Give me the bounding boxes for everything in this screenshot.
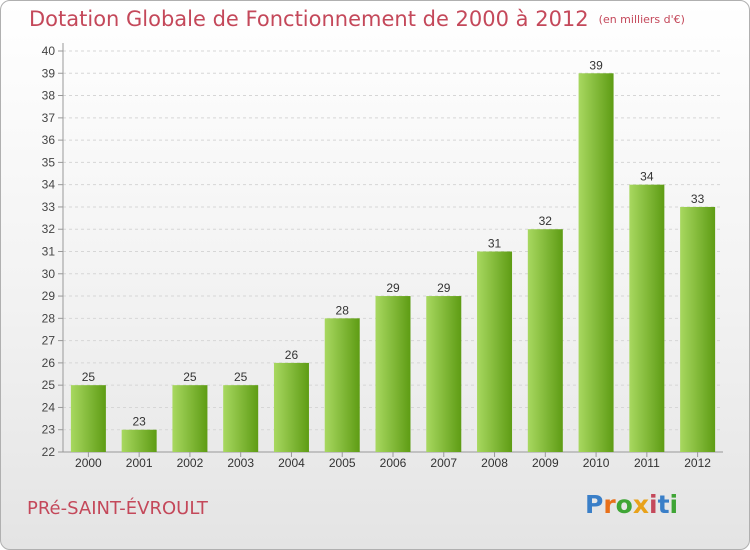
x-tick-label: 2008: [481, 456, 508, 470]
y-tick-label: 37: [42, 111, 56, 125]
x-tick-label: 2009: [532, 456, 559, 470]
y-tick-label: 31: [42, 245, 56, 259]
y-tick-label: 39: [42, 66, 56, 80]
bar-2005: [324, 318, 360, 452]
bar-2004: [273, 362, 309, 452]
y-tick-label: 32: [42, 222, 56, 236]
bar-2003: [223, 385, 259, 452]
proxiti-logo: Proxiti: [585, 490, 678, 519]
x-tick-label: 2005: [329, 456, 356, 470]
bars: [70, 73, 716, 453]
y-tick-label: 26: [42, 356, 56, 370]
town-name: PRé-SAINT-ÉVROULT: [27, 498, 208, 519]
logo-letter: x: [632, 490, 649, 519]
bar-2007: [426, 296, 462, 452]
bar-2012: [680, 206, 716, 452]
chart-subtitle: (en milliers d'€): [598, 13, 685, 26]
logo-letter: i: [669, 490, 679, 519]
chart-title: Dotation Globale de Fonctionnement de 20…: [29, 7, 685, 31]
y-tick-label: 24: [42, 400, 56, 414]
logo-letter: P: [585, 490, 604, 519]
x-tick-label: 2002: [177, 456, 204, 470]
bar-value-label: 23: [132, 415, 146, 429]
y-tick-label: 35: [42, 155, 56, 169]
bar-value-label: 26: [285, 348, 299, 362]
bar-value-label: 31: [488, 237, 502, 251]
x-tick-label: 2011: [634, 456, 660, 470]
x-tick-label: 2012: [684, 456, 711, 470]
bar-value-label: 25: [183, 370, 197, 384]
bar-2000: [70, 385, 106, 452]
y-tick-label: 33: [42, 200, 56, 214]
title-text: Dotation Globale de Fonctionnement de 20…: [29, 7, 589, 31]
logo-letter: t: [657, 490, 670, 519]
x-tick-label: 2006: [380, 456, 407, 470]
y-tick-label: 30: [42, 267, 56, 281]
y-tick-label: 25: [42, 378, 56, 392]
x-tick-label: 2003: [227, 456, 254, 470]
y-tick-label: 29: [42, 289, 56, 303]
y-tick-label: 38: [42, 89, 56, 103]
logo-letter: o: [615, 490, 633, 519]
bar-value-label: 32: [539, 214, 553, 228]
bar-value-label: 33: [691, 192, 705, 206]
logo-letter: r: [603, 490, 616, 519]
bar-value-label: 25: [82, 370, 96, 384]
bar-2006: [375, 296, 411, 452]
y-tick-label: 36: [42, 133, 56, 147]
bar-2008: [477, 251, 513, 452]
logo-letter: i: [649, 490, 658, 519]
x-tick-label: 2001: [126, 456, 153, 470]
bar-2002: [172, 385, 208, 452]
bar-value-label: 34: [640, 170, 654, 184]
bar-value-label: 25: [234, 370, 248, 384]
bar-value-label: 28: [336, 303, 350, 317]
bar-value-label: 29: [437, 281, 451, 295]
x-tick-label: 2010: [583, 456, 610, 470]
bar-value-label: 29: [386, 281, 400, 295]
y-tick-label: 34: [42, 178, 56, 192]
x-tick-label: 2000: [75, 456, 102, 470]
y-tick-label: 22: [42, 445, 56, 459]
bar-value-label: 39: [589, 58, 603, 72]
labels: 22 23 24 25 26 27 28 29 30 31 32 33 34 35 36 37 38 39 40 25…: [42, 44, 712, 470]
y-tick-label: 23: [42, 423, 56, 437]
bar-2001: [121, 429, 157, 452]
x-tick-label: 2007: [430, 456, 457, 470]
bar-2011: [629, 184, 665, 452]
bar-2010: [578, 73, 614, 453]
y-tick-label: 27: [42, 334, 56, 348]
bar-2009: [527, 229, 563, 452]
y-tick-label: 40: [42, 44, 56, 58]
x-tick-label: 2004: [278, 456, 305, 470]
y-tick-label: 28: [42, 311, 56, 325]
